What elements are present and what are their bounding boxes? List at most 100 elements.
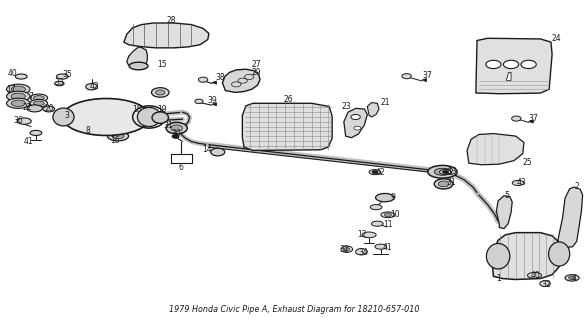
Ellipse shape <box>434 179 453 189</box>
Text: 40: 40 <box>531 271 540 280</box>
Ellipse shape <box>30 94 48 102</box>
Ellipse shape <box>503 60 519 68</box>
Polygon shape <box>124 23 209 48</box>
Ellipse shape <box>362 232 376 238</box>
Ellipse shape <box>65 114 77 119</box>
Text: 33: 33 <box>55 78 64 87</box>
Ellipse shape <box>372 171 378 174</box>
Text: 41: 41 <box>383 243 393 252</box>
Text: 29: 29 <box>251 68 260 77</box>
Text: 43: 43 <box>517 178 526 187</box>
Polygon shape <box>127 47 148 67</box>
Ellipse shape <box>6 84 30 94</box>
Text: 41: 41 <box>24 137 34 146</box>
Ellipse shape <box>156 90 165 95</box>
Text: 22: 22 <box>22 103 32 112</box>
Ellipse shape <box>62 99 151 135</box>
Text: 39: 39 <box>207 96 217 105</box>
Text: 6: 6 <box>179 163 184 172</box>
Text: 35: 35 <box>62 70 72 79</box>
Ellipse shape <box>439 170 451 175</box>
Ellipse shape <box>565 275 579 281</box>
Text: 16: 16 <box>111 136 120 145</box>
Text: 21: 21 <box>380 98 390 107</box>
Ellipse shape <box>512 116 521 121</box>
Text: 17: 17 <box>6 85 16 94</box>
Polygon shape <box>422 78 426 82</box>
Ellipse shape <box>30 130 42 135</box>
Ellipse shape <box>61 111 82 121</box>
Ellipse shape <box>11 93 25 100</box>
Text: 4: 4 <box>572 274 576 283</box>
Text: 31: 31 <box>163 121 173 130</box>
Polygon shape <box>467 133 524 165</box>
Text: 31: 31 <box>446 179 456 188</box>
Ellipse shape <box>376 194 395 202</box>
Ellipse shape <box>402 74 412 79</box>
Ellipse shape <box>172 134 179 138</box>
Text: 37: 37 <box>423 71 433 80</box>
Ellipse shape <box>198 77 208 82</box>
Text: 30: 30 <box>172 129 182 138</box>
Ellipse shape <box>138 108 161 126</box>
Text: 9: 9 <box>390 193 395 202</box>
Text: 7: 7 <box>29 92 34 101</box>
Ellipse shape <box>211 148 225 156</box>
Ellipse shape <box>129 62 148 70</box>
Ellipse shape <box>372 221 383 226</box>
Text: 20: 20 <box>45 104 54 113</box>
Text: 34: 34 <box>358 248 368 257</box>
Text: 42: 42 <box>90 82 99 91</box>
Polygon shape <box>492 233 561 279</box>
Ellipse shape <box>434 168 450 175</box>
Text: 18: 18 <box>132 105 142 114</box>
Ellipse shape <box>55 81 64 86</box>
Ellipse shape <box>486 244 510 269</box>
Polygon shape <box>344 108 368 138</box>
Ellipse shape <box>108 131 129 141</box>
Ellipse shape <box>438 181 449 187</box>
Ellipse shape <box>427 165 457 178</box>
Ellipse shape <box>56 74 68 79</box>
Ellipse shape <box>527 272 542 278</box>
Ellipse shape <box>11 100 25 107</box>
Ellipse shape <box>6 91 30 101</box>
Text: 10: 10 <box>390 210 400 219</box>
Ellipse shape <box>521 60 536 68</box>
Ellipse shape <box>442 171 448 174</box>
Text: 11: 11 <box>383 220 393 229</box>
Text: 5: 5 <box>504 190 509 200</box>
Ellipse shape <box>86 84 98 90</box>
Polygon shape <box>368 103 379 117</box>
Polygon shape <box>506 72 511 81</box>
Polygon shape <box>476 38 552 94</box>
Ellipse shape <box>53 108 74 126</box>
Text: 19: 19 <box>157 105 167 114</box>
Text: 25: 25 <box>523 158 532 167</box>
Ellipse shape <box>512 180 524 186</box>
Ellipse shape <box>356 249 368 255</box>
Ellipse shape <box>30 100 48 107</box>
Text: 27: 27 <box>251 60 260 69</box>
Ellipse shape <box>375 244 387 249</box>
Text: 13: 13 <box>447 167 457 176</box>
Ellipse shape <box>370 204 382 210</box>
Ellipse shape <box>540 281 550 286</box>
Text: 38: 38 <box>216 73 225 82</box>
Text: 36: 36 <box>14 116 23 125</box>
Text: 42: 42 <box>445 168 455 177</box>
Text: 28: 28 <box>166 16 176 25</box>
Ellipse shape <box>34 96 44 100</box>
Ellipse shape <box>11 86 25 92</box>
Polygon shape <box>242 103 332 150</box>
Ellipse shape <box>344 248 350 251</box>
Ellipse shape <box>369 170 381 175</box>
Ellipse shape <box>351 115 360 120</box>
Text: 12: 12 <box>357 230 366 239</box>
Text: 32: 32 <box>339 245 349 254</box>
Text: 40: 40 <box>8 69 17 78</box>
Text: 1979 Honda Civic Pipe A, Exhaust Diagram for 18210-657-010: 1979 Honda Civic Pipe A, Exhaust Diagram… <box>169 305 419 314</box>
Polygon shape <box>222 69 260 92</box>
Polygon shape <box>212 103 216 106</box>
Text: 2: 2 <box>574 182 579 191</box>
